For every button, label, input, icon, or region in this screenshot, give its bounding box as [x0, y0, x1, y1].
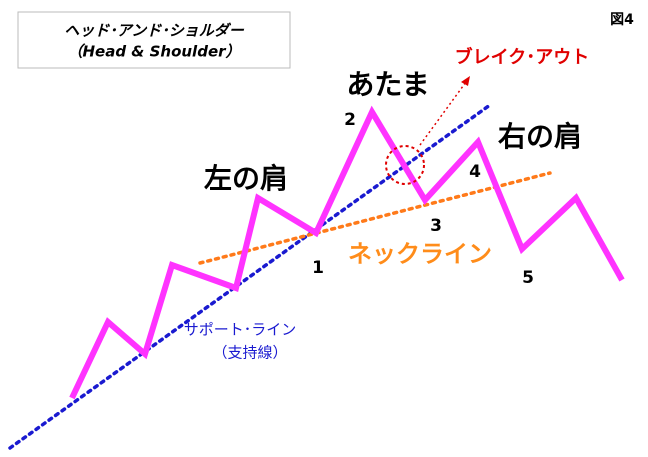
support-sub-label: （支持線） — [212, 344, 287, 362]
point-label: 5 — [522, 268, 534, 288]
support-line — [8, 103, 492, 450]
point-label: 2 — [344, 110, 356, 130]
breakout-arrow — [419, 81, 467, 146]
left-shoulder-label: 左の肩 — [204, 162, 288, 195]
neckline — [198, 171, 552, 265]
breakout-label: ブレイク･アウト — [455, 46, 590, 68]
point-label: 3 — [430, 216, 442, 236]
price-line — [69, 105, 625, 400]
neckline-label: ネックライン — [348, 240, 492, 268]
title: ヘッド･アンド･ショルダー — [64, 22, 244, 40]
head-label: あたま — [346, 68, 429, 101]
right-shoulder-label: 右の肩 — [498, 120, 582, 153]
support-label: サポート･ライン — [184, 321, 297, 339]
subtitle: （Head & Shoulder） — [67, 43, 240, 61]
point-label: 1 — [312, 258, 324, 278]
figure-label: 図4 — [610, 12, 634, 28]
title-box — [17, 11, 291, 69]
breakout-circle — [385, 145, 425, 185]
arrow-head — [461, 76, 470, 86]
point-label: 4 — [469, 162, 481, 182]
